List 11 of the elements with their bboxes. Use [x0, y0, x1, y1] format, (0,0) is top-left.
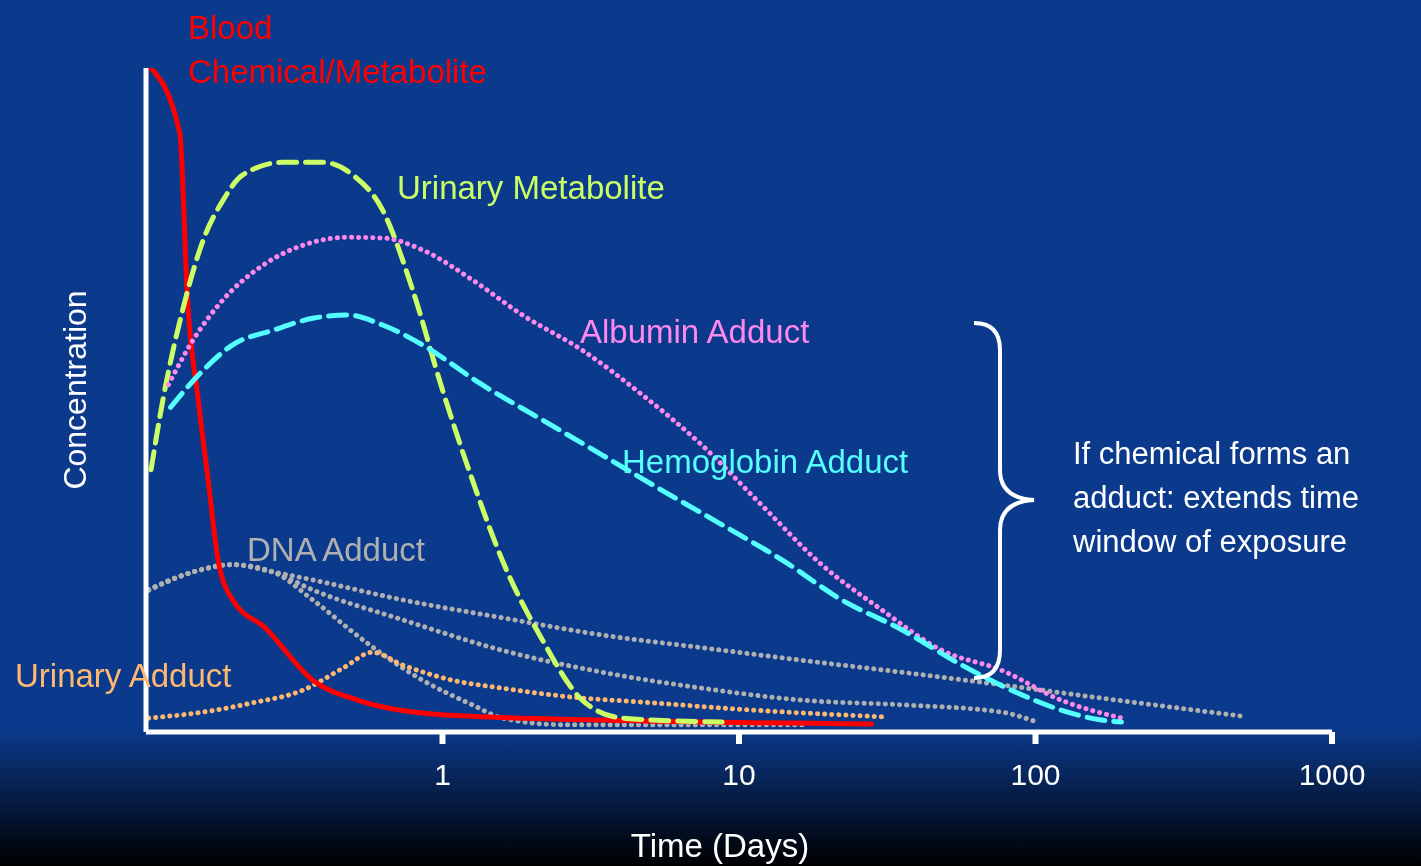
x-tick-label: 1000 — [1298, 758, 1366, 792]
series-label: Albumin Adduct — [580, 312, 810, 352]
series-label: Blood Chemical/Metabolite — [188, 8, 488, 92]
series-label: Urinary Metabolite — [397, 168, 665, 208]
series-label: DNA Adduct — [247, 530, 425, 570]
y-axis-title: Concentration — [56, 290, 94, 490]
x-axis-title: Time (Days) — [630, 827, 810, 865]
annotation: If chemical forms an adduct: extends time window of exposure — [1073, 435, 1361, 561]
x-tick-label: 1 — [434, 758, 451, 792]
x-tick-label: 10 — [722, 758, 756, 792]
x-tick-label: 100 — [1010, 758, 1061, 792]
